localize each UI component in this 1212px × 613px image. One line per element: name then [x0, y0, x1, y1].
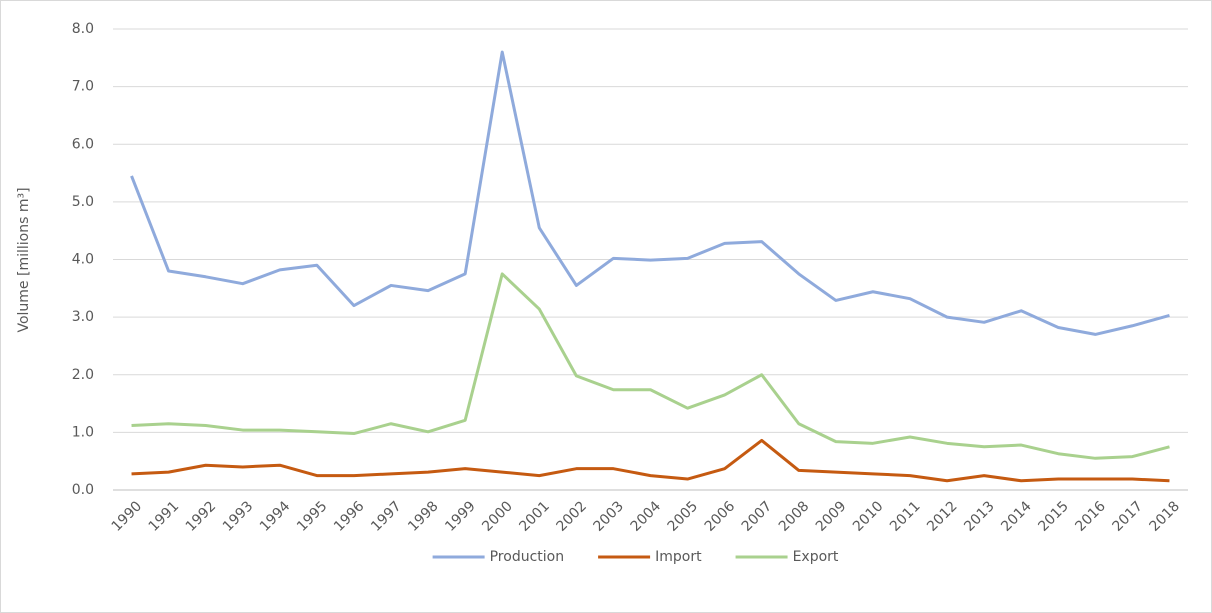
y-axis-label: Volume [millions m³]	[16, 187, 32, 332]
y-tick-label: 2.0	[72, 367, 94, 383]
y-tick-label: 1.0	[72, 424, 94, 440]
y-tick-label: 8.0	[72, 21, 94, 37]
y-tick-label: 3.0	[72, 309, 94, 325]
series-line	[131, 272, 1170, 460]
y-tick-label: 4.0	[72, 252, 94, 268]
legend-label: Import	[655, 549, 702, 565]
series-line	[130, 50, 1170, 336]
y-tick-label: 7.0	[72, 79, 94, 95]
y-tick-label: 5.0	[72, 194, 94, 210]
series-line	[131, 438, 1170, 483]
legend-label: Production	[490, 549, 564, 565]
legend-label: Export	[793, 549, 839, 565]
y-tick-label: 6.0	[72, 136, 94, 152]
y-tick-label: 0.0	[72, 482, 94, 498]
